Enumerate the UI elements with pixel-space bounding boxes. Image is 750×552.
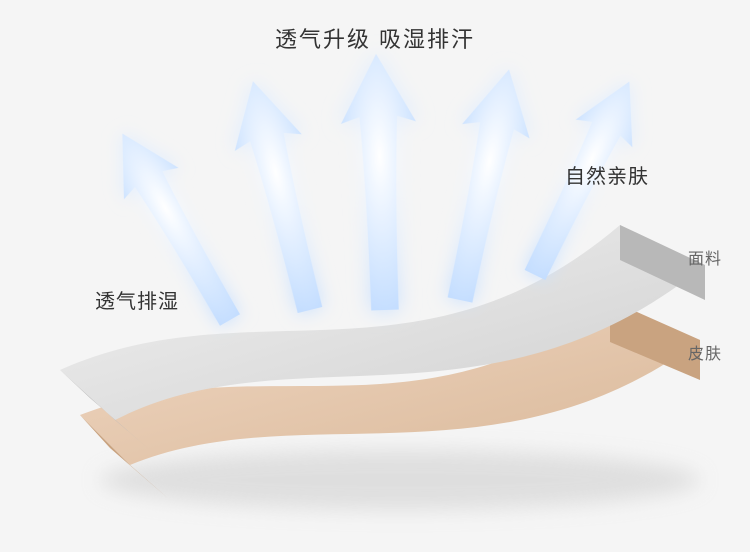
label-skin-friendly: 自然亲肤 — [565, 160, 649, 189]
label-layer-fabric: 面料 — [688, 245, 722, 269]
arrow-icon — [339, 53, 423, 312]
arrow-icon — [426, 62, 543, 307]
floor-shadow — [100, 450, 700, 510]
diagram-stage — [0, 0, 750, 552]
label-breathable: 透气排湿 — [95, 285, 179, 314]
arrow-icon — [219, 73, 343, 318]
label-layer-skin: 皮肤 — [688, 340, 722, 364]
